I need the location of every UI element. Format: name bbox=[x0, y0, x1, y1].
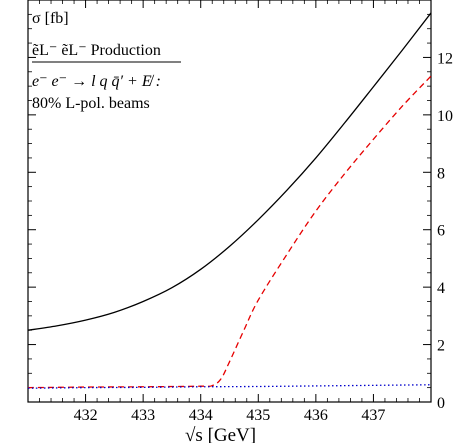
y-tick-label: 6 bbox=[437, 223, 445, 240]
x-ticks: 432 433 434 435 436 437 bbox=[39, 0, 420, 424]
series-line-solid bbox=[27, 12, 432, 331]
x-axis-label: √s [GeV] bbox=[185, 425, 256, 443]
process-label: e⁻ e⁻ → l q q̄′ + E̸ : bbox=[32, 73, 161, 90]
y-tick-label: 8 bbox=[437, 165, 445, 182]
x-tick-label: 436 bbox=[304, 407, 328, 424]
x-tick-label: 434 bbox=[189, 407, 213, 424]
y-tick-label: 12 bbox=[437, 50, 453, 67]
y-ticks: 0 2 4 6 8 10 12 bbox=[28, 13, 453, 412]
series-line-dashed bbox=[27, 75, 432, 389]
series-line-dotted bbox=[27, 384, 432, 389]
plot-frame bbox=[27, 0, 432, 403]
y-tick-label: 4 bbox=[437, 280, 445, 297]
y-tick-label: 0 bbox=[437, 395, 445, 412]
x-tick-label: 432 bbox=[74, 407, 98, 424]
beams-label: 80% L-pol. beams bbox=[32, 95, 150, 112]
y-axis-label: σ [fb] bbox=[32, 10, 69, 27]
y-tick-label: 10 bbox=[437, 108, 453, 125]
x-tick-label: 433 bbox=[131, 407, 155, 424]
y-tick-label: 2 bbox=[437, 338, 445, 355]
x-tick-label: 435 bbox=[246, 407, 270, 424]
production-label: ẽL⁻ ẽL⁻ Production bbox=[32, 42, 161, 59]
x-tick-label: 437 bbox=[361, 407, 385, 424]
series-lines bbox=[27, 12, 432, 389]
